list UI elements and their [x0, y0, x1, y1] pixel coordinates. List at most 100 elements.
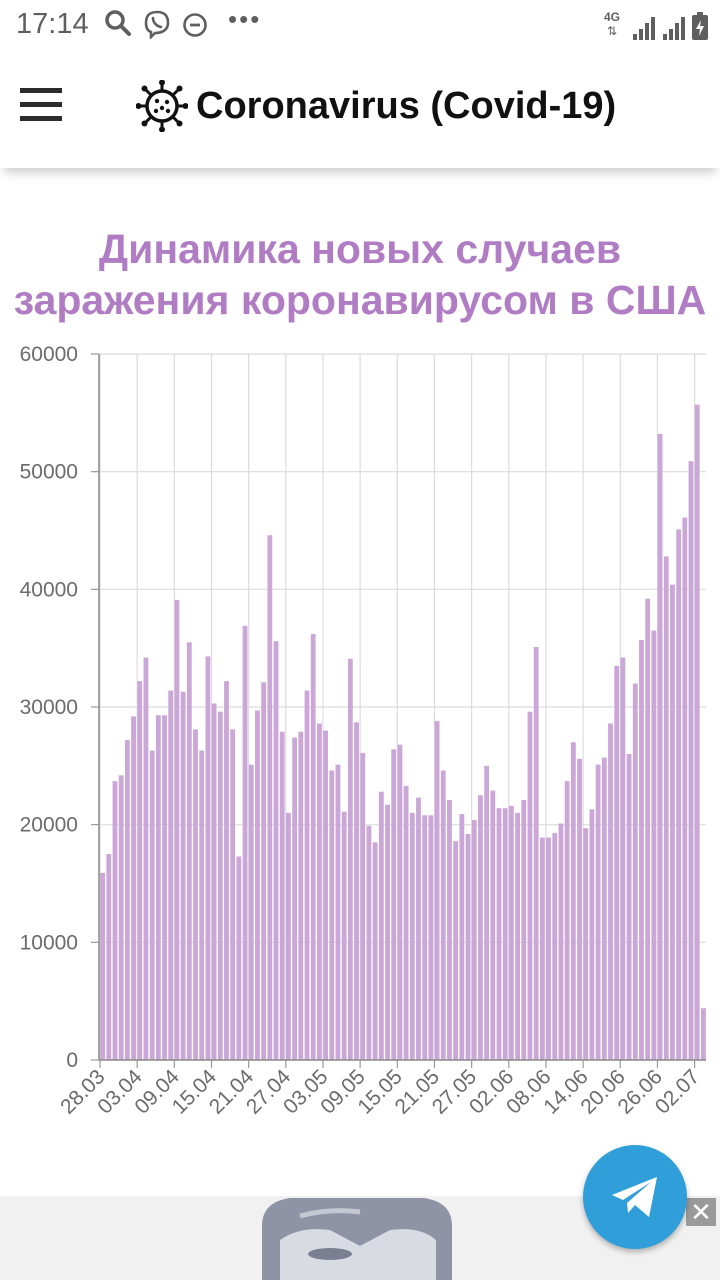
chart-title: Динамика новых случаев заражения коронав…	[0, 224, 720, 326]
y-tick-label: 40000	[20, 578, 78, 601]
bar	[626, 754, 632, 1060]
y-tick-label: 0	[66, 1049, 78, 1072]
bar	[632, 683, 638, 1060]
bar	[409, 812, 415, 1060]
bar	[484, 765, 490, 1060]
bar	[162, 715, 167, 1060]
bar	[459, 814, 465, 1060]
y-tick-label: 10000	[20, 931, 78, 954]
bar	[478, 795, 483, 1060]
bar	[416, 797, 421, 1060]
bar	[391, 749, 397, 1060]
bar	[422, 815, 428, 1060]
bar	[118, 775, 124, 1060]
bar	[193, 729, 198, 1060]
network-label: 4G	[604, 10, 621, 24]
bar	[620, 657, 626, 1060]
bar	[570, 742, 576, 1060]
bar	[440, 770, 446, 1060]
telegram-button[interactable]	[583, 1145, 687, 1249]
bar	[682, 517, 688, 1060]
bar	[403, 785, 409, 1060]
bar	[298, 731, 304, 1060]
bar	[453, 841, 459, 1060]
bar	[329, 770, 335, 1060]
bar	[261, 682, 267, 1060]
data-arrows-icon: ⇅	[607, 24, 618, 38]
bar	[186, 642, 192, 1060]
bar	[589, 809, 595, 1060]
bar	[694, 404, 700, 1060]
signal-icon-1	[633, 17, 655, 40]
ad-close-button[interactable]: ✕	[686, 1198, 716, 1226]
bar	[248, 764, 254, 1060]
bar	[508, 805, 514, 1060]
bar	[347, 658, 353, 1060]
bar	[496, 808, 502, 1060]
bar	[242, 625, 248, 1060]
bar	[490, 790, 496, 1060]
bar	[608, 723, 613, 1060]
bar	[279, 731, 285, 1060]
ad-image	[262, 1198, 452, 1280]
bar	[137, 681, 143, 1060]
bar	[614, 665, 620, 1060]
bar	[323, 730, 328, 1060]
dnd-icon	[183, 13, 207, 37]
hamburger-menu-icon	[20, 88, 62, 93]
status-right-icons: 4G ⇅	[604, 10, 708, 40]
bar	[199, 750, 205, 1060]
bar	[651, 630, 657, 1060]
bar	[639, 639, 644, 1060]
bar	[316, 723, 322, 1060]
status-overflow-icon: •••	[228, 4, 262, 34]
viber-icon	[144, 10, 170, 39]
bar	[564, 781, 570, 1060]
brand[interactable]: Coronavirus (Covid-19)	[136, 80, 616, 132]
bar	[106, 854, 112, 1060]
bar	[267, 535, 273, 1060]
y-tick-label: 30000	[20, 696, 78, 719]
bar	[539, 837, 545, 1060]
y-tick-label: 60000	[20, 343, 78, 366]
bar	[155, 715, 161, 1060]
bar	[124, 739, 130, 1060]
bar	[521, 799, 527, 1060]
bar	[100, 872, 106, 1060]
bar	[255, 710, 260, 1060]
network-indicator: 4G ⇅	[604, 10, 626, 40]
bar	[304, 690, 310, 1060]
bar	[112, 781, 118, 1060]
bar	[335, 764, 341, 1060]
bar	[502, 808, 508, 1060]
bar	[645, 598, 651, 1060]
signal-icon-2	[663, 17, 685, 40]
bar	[230, 729, 236, 1060]
bar	[211, 703, 217, 1060]
bar	[601, 757, 607, 1060]
y-tick-label: 20000	[20, 814, 78, 837]
bar	[292, 737, 298, 1060]
bar	[657, 434, 663, 1061]
bar	[471, 819, 477, 1060]
bar	[131, 716, 136, 1060]
bar	[465, 834, 471, 1060]
battery-icon	[692, 12, 708, 40]
menu-button[interactable]	[20, 88, 64, 124]
search-icon	[105, 10, 131, 36]
bar	[273, 641, 279, 1060]
bar	[236, 856, 242, 1060]
bar	[149, 750, 155, 1060]
bar	[533, 646, 539, 1060]
bar	[546, 837, 551, 1060]
bar	[577, 758, 582, 1060]
bar	[285, 812, 291, 1060]
bar	[378, 791, 384, 1060]
y-tick-label: 50000	[20, 461, 78, 484]
bar	[434, 721, 440, 1060]
status-time: 17:14	[16, 8, 89, 40]
bar	[143, 657, 149, 1060]
bar	[552, 832, 558, 1060]
ad-banner[interactable]	[0, 1196, 720, 1280]
bar	[310, 634, 316, 1060]
